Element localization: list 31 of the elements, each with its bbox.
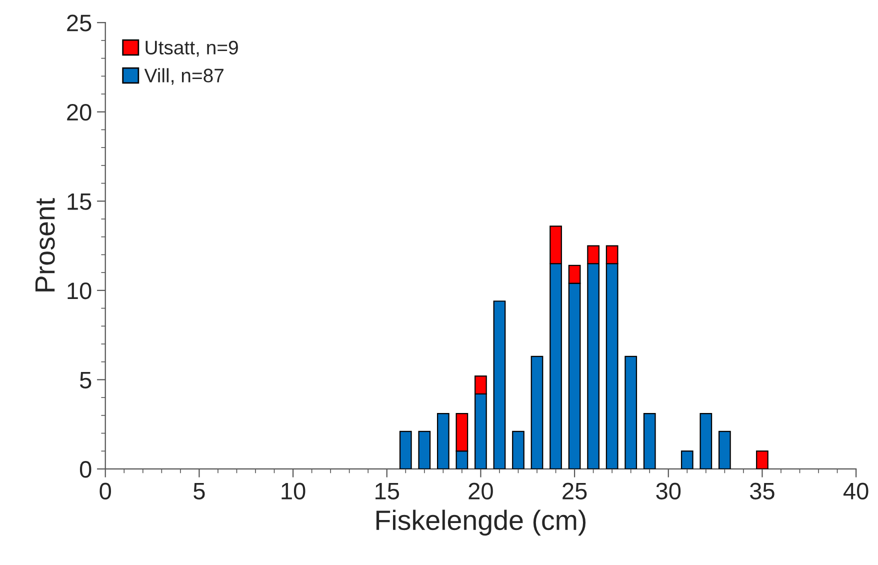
bar <box>399 430 412 469</box>
bar <box>718 430 731 469</box>
legend-label: Utsatt, n=9 <box>146 40 238 57</box>
y-tick-label: 10 <box>68 282 92 300</box>
bar <box>700 413 712 469</box>
y-axis-title: Prosent <box>35 198 55 292</box>
bar <box>530 356 544 469</box>
x-tick-label: 40 <box>843 482 868 500</box>
x-axis-title: Fiskelengde (cm) <box>376 510 586 536</box>
bar <box>643 413 656 469</box>
y-tick-label: 25 <box>67 14 92 32</box>
bar <box>624 356 638 469</box>
x-tick-label: 20 <box>468 482 493 500</box>
bar <box>680 450 694 469</box>
bar <box>756 450 768 469</box>
bar <box>436 413 450 469</box>
x-tick-label: 10 <box>282 482 306 500</box>
legend-label: Vill, n=87 <box>144 68 224 85</box>
bar <box>493 300 506 469</box>
bar <box>512 430 524 469</box>
x-tick-label: 5 <box>194 483 205 500</box>
x-tick-label: 0 <box>100 482 112 500</box>
y-tick-label: 0 <box>80 461 92 478</box>
y-tick-label: 15 <box>68 193 92 210</box>
x-tick-label: 25 <box>562 482 587 500</box>
y-tick-label: 5 <box>80 372 92 388</box>
y-tick-label: 20 <box>67 104 92 121</box>
bar <box>418 430 431 469</box>
x-tick-label: 15 <box>376 483 400 500</box>
x-tick-label: 30 <box>656 482 681 500</box>
x-tick-label: 35 <box>750 482 774 500</box>
